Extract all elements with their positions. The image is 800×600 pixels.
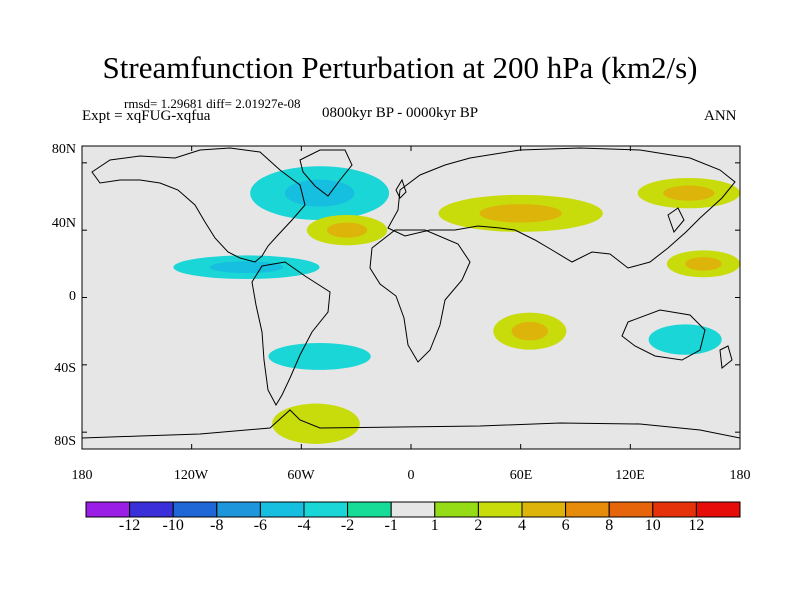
lat-tick-0: 0 xyxy=(69,289,76,304)
colorbar-swatch xyxy=(695,501,741,518)
colorbar-label: -10 xyxy=(162,517,184,534)
colorbar-swatch xyxy=(129,501,174,518)
new-zealand-coast xyxy=(719,345,733,369)
lon-tick-120e: 120E xyxy=(615,468,645,483)
colorbar-swatch xyxy=(172,501,218,518)
antarctica-coast xyxy=(82,409,740,439)
australia-coast xyxy=(621,309,706,361)
greenland-coast xyxy=(299,149,353,197)
central-atlantic-high-core xyxy=(326,222,368,238)
coastlines xyxy=(82,147,740,439)
colorbar-swatch xyxy=(390,501,436,518)
north-atlantic-low-core xyxy=(284,179,355,207)
colorbar-swatch xyxy=(259,501,305,518)
colorbar-label: 8 xyxy=(605,517,614,534)
colorbar-swatch xyxy=(521,501,567,518)
japan-coast xyxy=(667,207,685,233)
colorbar-swatch xyxy=(347,501,392,518)
experiment-label: Expt = xqFUG-xqfua xyxy=(82,108,211,124)
map-background xyxy=(82,146,740,449)
colorbar-swatch xyxy=(608,501,654,518)
colorbar-label: -2 xyxy=(340,517,355,534)
north-america-coast xyxy=(91,147,306,263)
period-label: 0800kyr BP - 0000kyr BP xyxy=(322,105,479,121)
colorbar-label: 1 xyxy=(430,517,439,534)
colorbar-swatch xyxy=(85,501,131,518)
colorbar-label: -1 xyxy=(384,517,398,534)
gulf-low-core xyxy=(209,261,284,274)
lon-tick-60e: 60E xyxy=(509,468,533,483)
colorbar-label: 12 xyxy=(688,517,705,534)
colorbar-swatch xyxy=(652,501,697,518)
colorbar-swatch xyxy=(477,501,523,518)
colorbar xyxy=(85,501,741,518)
africa-coast xyxy=(369,229,471,363)
pacific-subtropical-high-core xyxy=(685,257,722,271)
colorbar-label: -8 xyxy=(210,517,224,534)
colorbar-swatch xyxy=(565,501,610,518)
lon-tick-180e: 180 xyxy=(729,468,751,483)
lon-tick-60w: 60W xyxy=(287,468,315,483)
indian-ocean-high-core xyxy=(511,321,549,341)
lat-tick-40n: 40N xyxy=(51,216,76,231)
north-pacific-high-core xyxy=(663,185,715,201)
lon-tick-120w: 120W xyxy=(173,468,209,483)
south-atlantic-low xyxy=(268,342,371,370)
season-label: ANN xyxy=(704,108,737,124)
uk-coast xyxy=(395,178,407,199)
lat-tick-80s: 80S xyxy=(54,434,76,449)
colorbar-label: 4 xyxy=(518,517,526,534)
colorbar-label: -4 xyxy=(297,517,311,534)
southern-ocean-high xyxy=(272,403,360,444)
colorbar-swatch xyxy=(303,501,349,518)
colorbar-label: -12 xyxy=(118,517,141,534)
south-pacific-low xyxy=(648,324,722,355)
colorbar-label: 2 xyxy=(474,517,483,534)
lat-tick-80n: 80N xyxy=(51,142,76,157)
lon-tick-0: 0 xyxy=(407,468,415,483)
eurasia-high-core xyxy=(479,204,562,223)
lat-tick-40s: 40S xyxy=(54,361,76,376)
colorbar-swatch xyxy=(216,501,261,518)
eurasia-coast xyxy=(387,147,736,269)
stats-label: rmsd= 1.29681 diff= 2.01927e-08 xyxy=(124,96,301,111)
anomaly-field-layer xyxy=(173,166,740,444)
colorbar-label: -6 xyxy=(253,517,268,534)
colorbar-label: 10 xyxy=(644,517,661,534)
axis-ticks xyxy=(81,146,741,449)
lon-tick-180w: 180 xyxy=(71,468,93,483)
colorbar-swatch xyxy=(434,501,479,518)
colorbar-label: 6 xyxy=(561,517,570,534)
plot-title: Streamfunction Perturbation at 200 hPa (… xyxy=(102,50,698,85)
south-america-coast xyxy=(251,261,331,407)
